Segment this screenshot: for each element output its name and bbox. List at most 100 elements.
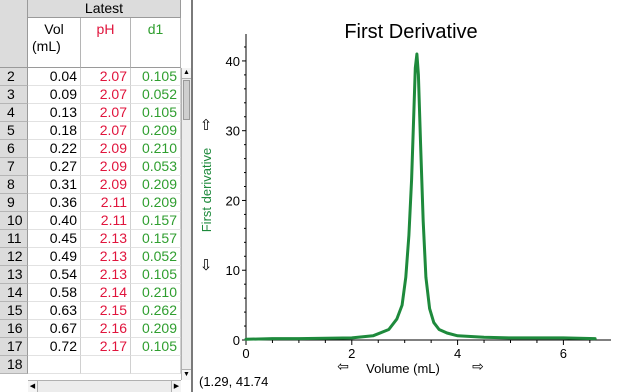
cell-d1[interactable]: 0.157 <box>131 212 181 230</box>
table-horizontal-scrollbar[interactable]: ◀ ▶ <box>28 380 181 392</box>
cell-vol[interactable]: 0.04 <box>28 68 81 86</box>
column-header-ph[interactable]: pH <box>81 18 131 68</box>
graph-pane[interactable]: First Derivative 0 10 20 30 40 0 2 4 6 Volume (mL)… <box>193 0 623 392</box>
cell-ph[interactable]: 2.16 <box>81 320 131 338</box>
row-number[interactable]: 4 <box>0 104 28 122</box>
cell-vol[interactable]: 0.63 <box>28 302 81 320</box>
cell-vol[interactable]: 0.40 <box>28 212 81 230</box>
row-number[interactable]: 15 <box>0 302 28 320</box>
cell-ph[interactable]: 2.17 <box>81 338 131 356</box>
cell-vol[interactable]: 0.49 <box>28 248 81 266</box>
cell-ph[interactable]: 2.07 <box>81 122 131 140</box>
table-row[interactable]: 15 0.63 2.15 0.262 <box>0 302 181 320</box>
cell-vol[interactable]: 0.58 <box>28 284 81 302</box>
row-number[interactable]: 10 <box>0 212 28 230</box>
scroll-up-arrow-icon[interactable]: ▲ <box>182 68 191 79</box>
row-number[interactable]: 17 <box>0 338 28 356</box>
cell-ph[interactable]: 2.15 <box>81 302 131 320</box>
cell-d1[interactable]: 0.262 <box>131 302 181 320</box>
table-row[interactable]: 8 0.31 2.09 0.209 <box>0 176 181 194</box>
table-row[interactable]: 17 0.72 2.17 0.105 <box>0 338 181 356</box>
cell-d1[interactable]: 0.209 <box>131 122 181 140</box>
cell-d1[interactable]: 0.210 <box>131 140 181 158</box>
cell-ph[interactable]: 2.11 <box>81 212 131 230</box>
row-number[interactable]: 14 <box>0 284 28 302</box>
row-number[interactable]: 8 <box>0 176 28 194</box>
cell-ph[interactable]: 2.14 <box>81 284 131 302</box>
cell-vol[interactable]: 0.67 <box>28 320 81 338</box>
row-number[interactable]: 13 <box>0 266 28 284</box>
cell-d1[interactable]: 0.210 <box>131 284 181 302</box>
row-number[interactable]: 7 <box>0 158 28 176</box>
row-number[interactable]: 3 <box>0 86 28 104</box>
cell-ph[interactable]: 2.13 <box>81 230 131 248</box>
cell-d1[interactable]: 0.209 <box>131 320 181 338</box>
table-row[interactable]: 11 0.45 2.13 0.157 <box>0 230 181 248</box>
cell-d1[interactable]: 0.052 <box>131 248 181 266</box>
row-number[interactable]: 18 <box>0 356 28 374</box>
table-vertical-scrollbar[interactable]: ▲ ▼ <box>181 68 191 380</box>
row-number[interactable]: 6 <box>0 140 28 158</box>
cell-d1[interactable]: 0.105 <box>131 266 181 284</box>
row-number[interactable]: 5 <box>0 122 28 140</box>
row-number[interactable]: 9 <box>0 194 28 212</box>
cell-ph[interactable]: 2.09 <box>81 140 131 158</box>
cell-d1[interactable] <box>131 356 181 374</box>
scroll-right-arrow-icon[interactable]: ▶ <box>171 381 181 392</box>
cell-vol[interactable]: 0.31 <box>28 176 81 194</box>
first-derivative-chart[interactable]: First Derivative 0 10 20 30 40 0 2 4 6 Volume (mL)… <box>193 0 623 392</box>
cell-vol[interactable]: 0.72 <box>28 338 81 356</box>
table-row[interactable]: 5 0.18 2.07 0.209 <box>0 122 181 140</box>
cell-d1[interactable]: 0.105 <box>131 338 181 356</box>
cell-d1[interactable]: 0.053 <box>131 158 181 176</box>
cell-ph[interactable]: 2.07 <box>81 86 131 104</box>
scroll-left-arrow-icon[interactable]: ◀ <box>28 381 38 392</box>
cell-vol[interactable]: 0.22 <box>28 140 81 158</box>
cell-vol[interactable]: 0.13 <box>28 104 81 122</box>
table-row[interactable]: 9 0.36 2.11 0.209 <box>0 194 181 212</box>
table-row[interactable]: 4 0.13 2.07 0.105 <box>0 104 181 122</box>
scrollbar-thumb[interactable] <box>183 80 190 120</box>
table-row[interactable]: 16 0.67 2.16 0.209 <box>0 320 181 338</box>
cell-ph[interactable]: 2.13 <box>81 248 131 266</box>
table-row[interactable]: 3 0.09 2.07 0.052 <box>0 86 181 104</box>
scroll-down-arrow-icon[interactable]: ▼ <box>182 369 191 380</box>
cell-ph[interactable]: 2.13 <box>81 266 131 284</box>
table-row[interactable]: 12 0.49 2.13 0.052 <box>0 248 181 266</box>
table-row[interactable]: 10 0.40 2.11 0.157 <box>0 212 181 230</box>
table-row[interactable]: 6 0.22 2.09 0.210 <box>0 140 181 158</box>
cell-vol[interactable] <box>28 356 81 374</box>
data-table: Latest Vol (mL) pH d1 2 0.04 2.07 0.105 3 0.0… <box>0 0 193 392</box>
cell-vol[interactable]: 0.36 <box>28 194 81 212</box>
cell-d1[interactable]: 0.157 <box>131 230 181 248</box>
cell-ph[interactable] <box>81 356 131 374</box>
cell-d1[interactable]: 0.209 <box>131 176 181 194</box>
cell-d1[interactable]: 0.052 <box>131 86 181 104</box>
cell-vol[interactable]: 0.18 <box>28 122 81 140</box>
table-row[interactable]: 13 0.54 2.13 0.105 <box>0 266 181 284</box>
row-number[interactable]: 12 <box>0 248 28 266</box>
row-number[interactable]: 11 <box>0 230 28 248</box>
cell-d1[interactable]: 0.105 <box>131 104 181 122</box>
cell-vol[interactable]: 0.27 <box>28 158 81 176</box>
cell-vol[interactable]: 0.54 <box>28 266 81 284</box>
cell-ph[interactable]: 2.09 <box>81 176 131 194</box>
row-number[interactable]: 16 <box>0 320 28 338</box>
cell-ph[interactable]: 2.07 <box>81 68 131 86</box>
dataset-group-header[interactable]: Latest <box>28 0 181 18</box>
row-number[interactable]: 2 <box>0 68 28 86</box>
cell-d1[interactable]: 0.105 <box>131 68 181 86</box>
cell-ph[interactable]: 2.09 <box>81 158 131 176</box>
cell-ph[interactable]: 2.07 <box>81 104 131 122</box>
cell-vol[interactable]: 0.45 <box>28 230 81 248</box>
cell-vol[interactable]: 0.09 <box>28 86 81 104</box>
cell-d1[interactable]: 0.209 <box>131 194 181 212</box>
table-row[interactable]: 7 0.27 2.09 0.053 <box>0 158 181 176</box>
table-row[interactable]: 2 0.04 2.07 0.105 <box>0 68 181 86</box>
corner-cell[interactable] <box>0 0 28 68</box>
column-header-d1[interactable]: d1 <box>131 18 181 68</box>
column-header-vol[interactable]: Vol (mL) <box>28 18 81 68</box>
cell-ph[interactable]: 2.11 <box>81 194 131 212</box>
table-row[interactable]: 14 0.58 2.14 0.210 <box>0 284 181 302</box>
table-row[interactable]: 18 <box>0 356 181 374</box>
